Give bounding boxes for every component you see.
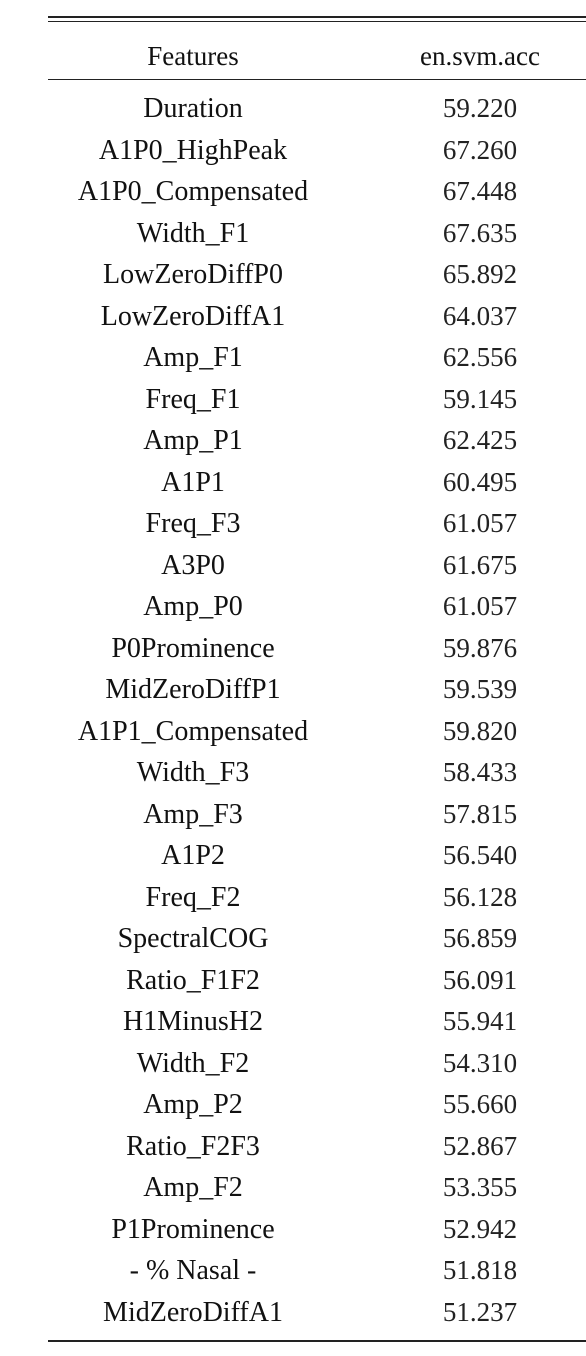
accuracy-value-cell: 67.635 bbox=[442, 217, 518, 248]
table-top-rule-inner bbox=[48, 21, 586, 22]
feature-name-cell: A1P1 bbox=[161, 466, 225, 498]
accuracy-value-cell: 57.815 bbox=[442, 798, 518, 829]
table-row: - % Nasal - 51.818 bbox=[0, 1250, 586, 1292]
feature-name-cell: Width_F2 bbox=[136, 1047, 250, 1079]
feature-name-cell: Ratio_F1F2 bbox=[126, 964, 260, 996]
table-row: Width_F3 58.433 bbox=[0, 752, 586, 794]
feature-name-cell: P1Prominence bbox=[111, 1213, 275, 1245]
accuracy-value-cell: 56.540 bbox=[442, 840, 518, 870]
feature-name-cell: A1P2 bbox=[161, 840, 225, 871]
table-row: Ratio_F1F2 56.091 bbox=[0, 960, 586, 1002]
accuracy-value-cell: 56.859 bbox=[442, 923, 518, 953]
accuracy-value-cell: 56.128 bbox=[442, 881, 518, 912]
accuracy-value-cell: 52.942 bbox=[442, 1213, 518, 1244]
feature-name-cell: Width_F3 bbox=[136, 757, 250, 788]
accuracy-value-cell: 52.867 bbox=[442, 1130, 518, 1161]
accuracy-value-cell: 61.675 bbox=[442, 549, 518, 580]
table-row: LowZeroDiffP0 65.892 bbox=[0, 254, 586, 296]
accuracy-value-cell: 59.820 bbox=[442, 715, 518, 746]
feature-name-cell: Freq_F3 bbox=[145, 508, 241, 539]
table-row: Amp_F3 57.815 bbox=[0, 794, 586, 836]
table-row: A1P0_HighPeak 67.260 bbox=[0, 130, 586, 172]
accuracy-value-cell: 59.539 bbox=[442, 674, 518, 704]
feature-name-cell: MidZeroDiffA1 bbox=[103, 1296, 283, 1328]
feature-name-cell: A1P1_Compensated bbox=[77, 715, 309, 747]
accuracy-value-cell: 58.433 bbox=[442, 757, 518, 787]
table-row: Ratio_F2F3 52.867 bbox=[0, 1126, 586, 1168]
accuracy-value-cell: 59.145 bbox=[442, 383, 518, 414]
table-row: Freq_F2 56.128 bbox=[0, 877, 586, 919]
accuracy-value-cell: 67.260 bbox=[442, 134, 518, 165]
accuracy-value-cell: 55.660 bbox=[442, 1089, 518, 1119]
accuracy-value-cell: 55.941 bbox=[442, 1006, 518, 1036]
feature-name-cell: Amp_F3 bbox=[143, 798, 243, 830]
feature-name-cell: SpectralCOG bbox=[117, 923, 269, 954]
table-row: Freq_F3 61.057 bbox=[0, 503, 586, 545]
feature-name-cell: LowZeroDiffP0 bbox=[103, 259, 283, 290]
accuracy-value-cell: 64.037 bbox=[442, 300, 518, 331]
feature-name-cell: A3P0 bbox=[161, 549, 225, 581]
feature-name-cell: A1P0_Compensated bbox=[77, 176, 309, 207]
column-header-features: Features bbox=[147, 41, 239, 71]
accuracy-value-cell: 51.818 bbox=[442, 1255, 518, 1285]
feature-name-cell: A1P0_HighPeak bbox=[98, 134, 288, 166]
table-header-rule bbox=[48, 79, 586, 80]
table-row: MidZeroDiffA1 51.237 bbox=[0, 1292, 586, 1334]
table-row: A1P2 56.540 bbox=[0, 835, 586, 877]
feature-name-cell: Amp_F1 bbox=[143, 342, 243, 373]
accuracy-value-cell: 61.057 bbox=[442, 508, 518, 538]
table-row: Freq_F1 59.145 bbox=[0, 379, 586, 421]
feature-name-cell: Freq_F2 bbox=[145, 881, 241, 913]
accuracy-value-cell: 65.892 bbox=[442, 259, 518, 289]
table-bottom-rule bbox=[48, 1340, 586, 1342]
table-row: P0Prominence 59.876 bbox=[0, 628, 586, 670]
feature-name-cell: Amp_P1 bbox=[143, 425, 243, 456]
feature-name-cell: P0Prominence bbox=[111, 632, 275, 664]
feature-name-cell: Amp_P0 bbox=[143, 591, 243, 622]
table-row: P1Prominence 52.942 bbox=[0, 1209, 586, 1251]
table-row: A1P1 60.495 bbox=[0, 462, 586, 504]
accuracy-value-cell: 62.425 bbox=[442, 425, 518, 455]
table-body: Duration 59.220 A1P0_HighPeak 67.260 A1P0_Co… bbox=[0, 88, 586, 1333]
table-row: Width_F2 54.310 bbox=[0, 1043, 586, 1085]
accuracy-value-cell: 60.495 bbox=[442, 466, 518, 497]
feature-name-cell: MidZeroDiffP1 bbox=[105, 674, 281, 705]
feature-name-cell: - % Nasal - bbox=[129, 1255, 257, 1286]
table-row: SpectralCOG 56.859 bbox=[0, 918, 586, 960]
accuracy-value-cell: 51.237 bbox=[442, 1296, 518, 1327]
accuracy-value-cell: 62.556 bbox=[442, 342, 518, 372]
feature-name-cell: Width_F1 bbox=[136, 217, 250, 249]
table-top-rule bbox=[48, 16, 586, 18]
table-row: Amp_P1 62.425 bbox=[0, 420, 586, 462]
feature-name-cell: Amp_P2 bbox=[143, 1089, 243, 1120]
accuracy-value-cell: 53.355 bbox=[442, 1172, 518, 1202]
table-row: H1MinusH2 55.941 bbox=[0, 1001, 586, 1043]
feature-name-cell: Freq_F1 bbox=[145, 383, 241, 415]
feature-name-cell: LowZeroDiffA1 bbox=[100, 300, 286, 332]
feature-name-cell: Amp_F2 bbox=[143, 1172, 243, 1203]
accuracy-value-cell: 61.057 bbox=[442, 591, 518, 621]
feature-name-cell: Ratio_F2F3 bbox=[126, 1130, 260, 1162]
table-row: Amp_P2 55.660 bbox=[0, 1084, 586, 1126]
column-header-accuracy: en.svm.acc bbox=[420, 41, 540, 71]
table-row: A1P0_Compensated 67.448 bbox=[0, 171, 586, 213]
accuracy-value-cell: 54.310 bbox=[442, 1047, 518, 1078]
table-row: Amp_F1 62.556 bbox=[0, 337, 586, 379]
table-row: Duration 59.220 bbox=[0, 88, 586, 130]
feature-name-cell: Duration bbox=[143, 93, 243, 124]
table-row: A3P0 61.675 bbox=[0, 545, 586, 587]
table-row: Amp_P0 61.057 bbox=[0, 586, 586, 628]
table-row: A1P1_Compensated 59.820 bbox=[0, 711, 586, 753]
table-row: MidZeroDiffP1 59.539 bbox=[0, 669, 586, 711]
accuracy-value-cell: 56.091 bbox=[442, 964, 518, 995]
table-row: Amp_F2 53.355 bbox=[0, 1167, 586, 1209]
table-header-row: Features en.svm.acc bbox=[0, 36, 586, 76]
table-row: LowZeroDiffA1 64.037 bbox=[0, 296, 586, 338]
feature-name-cell: H1MinusH2 bbox=[122, 1006, 263, 1037]
table-row: Width_F1 67.635 bbox=[0, 213, 586, 255]
accuracy-value-cell: 59.220 bbox=[442, 93, 518, 123]
accuracy-value-cell: 59.876 bbox=[442, 632, 518, 663]
accuracy-value-cell: 67.448 bbox=[442, 176, 518, 206]
